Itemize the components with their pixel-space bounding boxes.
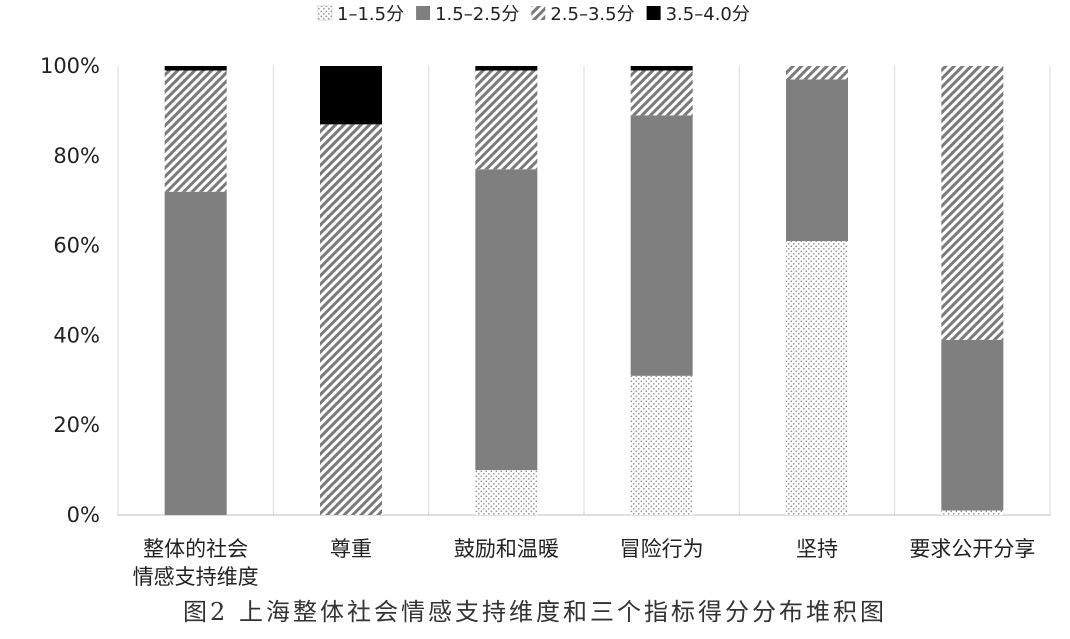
bar-segment — [941, 510, 1004, 515]
figure-caption: 图2 上海整体社会情感支持维度和三个指标得分分布堆积图 — [183, 598, 887, 626]
legend-swatch — [317, 5, 333, 21]
x-category-label: 鼓励和温暖 — [454, 537, 559, 561]
y-tick-label: 40% — [53, 323, 100, 347]
bar-segment — [630, 70, 693, 116]
bar-segment — [941, 339, 1004, 511]
bar-segment — [320, 66, 382, 125]
legend-swatch — [531, 6, 546, 20]
y-tick-label: 100% — [40, 54, 100, 78]
y-tick-label: 60% — [53, 234, 100, 258]
legend-swatch — [416, 6, 431, 20]
grid-lines — [117, 66, 1051, 516]
bar-segment — [786, 79, 848, 242]
legend-label: 1–1.5分 — [337, 4, 404, 25]
bar-segment — [630, 375, 693, 515]
x-category-label: 整体的社会 — [143, 537, 248, 561]
y-tick-label: 0% — [67, 503, 100, 527]
bar-segment — [630, 115, 693, 376]
bar-segment — [164, 66, 227, 71]
bar-segment — [941, 66, 1004, 340]
bar-segment — [475, 70, 538, 170]
bar-segment — [475, 169, 538, 471]
bar-segment — [164, 191, 227, 515]
legend: 1–1.5分 1.5–2.5分 2.5–3.5分 3.5–4.0分 — [317, 4, 750, 25]
bar-segment — [786, 66, 848, 80]
bar-segment — [630, 66, 693, 71]
y-tick-label: 20% — [53, 413, 100, 437]
legend-label: 2.5–3.5分 — [550, 4, 634, 25]
x-category-label: 坚持 — [796, 537, 838, 561]
legend-label: 1.5–2.5分 — [435, 4, 519, 25]
legend-label: 3.5–4.0分 — [666, 4, 750, 25]
bar-segment — [475, 66, 538, 71]
legend-swatch — [646, 6, 661, 20]
bar-segment — [475, 470, 538, 515]
bar-segment — [164, 70, 227, 192]
x-category-label: 要求公开分享 — [909, 537, 1035, 561]
y-tick-label: 80% — [53, 144, 100, 168]
bars — [164, 66, 1004, 516]
x-category-label: 冒险行为 — [620, 537, 704, 561]
x-category-label: 尊重 — [330, 537, 372, 561]
x-category-label: 情感支持维度 — [133, 565, 259, 589]
bar-segment — [320, 124, 382, 516]
bar-segment — [786, 241, 848, 516]
y-axis: 0% 20% 40% 60% 80% 100% — [40, 54, 100, 527]
